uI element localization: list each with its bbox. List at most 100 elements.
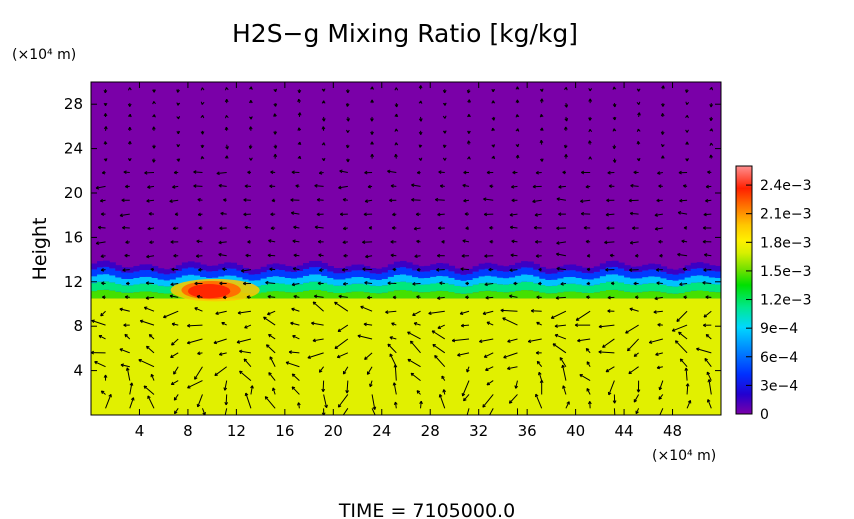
band-cell [381,278,389,286]
band-cell [357,283,365,292]
colorbar-tick-label: 1.5e−3 [760,264,812,280]
wind-arrow [515,380,518,389]
x-tick-label: 36 [518,422,537,440]
band-cell [466,279,474,287]
wind-arrow-head [346,129,349,133]
wind-arrow-head [218,352,222,355]
band-cell [109,282,116,291]
band-cell [430,264,437,270]
wind-arrow-head [274,113,277,117]
wind-arrow [314,185,324,187]
y-tick-label: 28 [64,95,83,113]
wind-arrow-head [201,156,205,160]
band-cell [424,292,431,299]
wind-arrow-head [598,350,602,353]
wind-arrow [393,382,397,395]
wind-arrow-head [363,322,367,325]
wind-arrow-head [291,211,295,214]
wind-arrow [389,353,397,367]
band-cell [484,290,492,299]
band-cell [593,271,601,279]
wind-arrow-head [479,339,483,343]
wind-arrow-head [608,184,612,187]
wind-arrow-head [633,353,636,357]
wind-arrow [509,213,518,216]
band-cell [702,263,710,270]
wind-arrow-head [243,358,248,361]
wind-arrow [269,356,276,367]
wind-arrow-head [370,118,373,122]
wind-arrow [170,282,179,286]
wind-arrow-head [273,103,276,107]
wind-arrow-head [577,338,581,342]
wind-arrow-head [442,144,445,148]
wind-arrow-head [435,197,439,201]
wind-arrow-head [605,267,609,271]
band-cell [672,286,680,294]
band-cell [399,260,407,268]
wind-arrow-head [338,294,342,297]
band-cell [672,274,680,281]
band-cell [127,285,135,293]
band-cell [496,271,504,278]
band-cell [648,291,655,299]
wind-arrow [263,316,276,326]
band-cell [636,271,643,279]
wind-arrow-head [239,370,243,373]
wind-arrow [145,296,155,299]
wind-arrow [556,253,567,257]
wind-arrow [337,394,349,408]
wind-arrow-head [683,226,687,229]
wind-arrow-head [339,212,343,215]
band-cell [654,276,662,284]
wind-arrow-head [120,363,124,366]
band-cell [103,281,110,290]
band-cell [545,293,552,299]
band-cell [284,271,292,278]
wind-arrow [605,213,615,216]
wind-arrow-head [364,356,367,360]
band-cell [472,266,480,272]
band-cell [109,275,116,283]
wind-arrow [705,334,712,340]
band-cell [133,265,141,272]
wind-arrow-head [541,127,544,131]
band-cell [521,267,528,275]
band-cell [605,281,613,291]
wind-arrow [267,295,276,298]
wind-arrow [649,338,663,344]
wind-arrow-head [428,311,432,314]
wind-arrow-head [370,131,373,135]
wind-arrow-head [559,357,564,360]
wind-arrow-head [683,184,687,187]
band-cell [309,281,316,291]
band-cell [393,282,401,291]
band-cell [369,285,377,294]
wind-arrow-head [711,87,714,91]
band-cell [502,266,510,272]
band-cell [424,277,431,285]
band-cell [611,260,619,267]
band-cell [708,277,716,285]
band-cell [508,283,516,292]
wind-arrow-head [366,295,371,299]
band-cell [351,277,359,284]
band-cell [460,269,468,275]
wind-arrow-head [488,417,491,419]
band-cell [381,267,389,273]
band-cell [515,275,522,283]
band-cell [278,283,286,292]
band-cell [660,271,668,279]
core-red [187,284,231,299]
wind-arrow [194,307,203,312]
wind-arrow-head [95,185,99,189]
wind-arrow-head [653,310,657,313]
colorbar-tick-label: 2.4e−3 [760,178,812,194]
wind-arrow-head [420,100,423,104]
band-cell [678,273,686,280]
wind-arrow [267,310,276,315]
band-cell [490,263,498,270]
wind-arrow-head [558,184,562,188]
band-cell [581,285,589,293]
band-cell [260,284,268,293]
